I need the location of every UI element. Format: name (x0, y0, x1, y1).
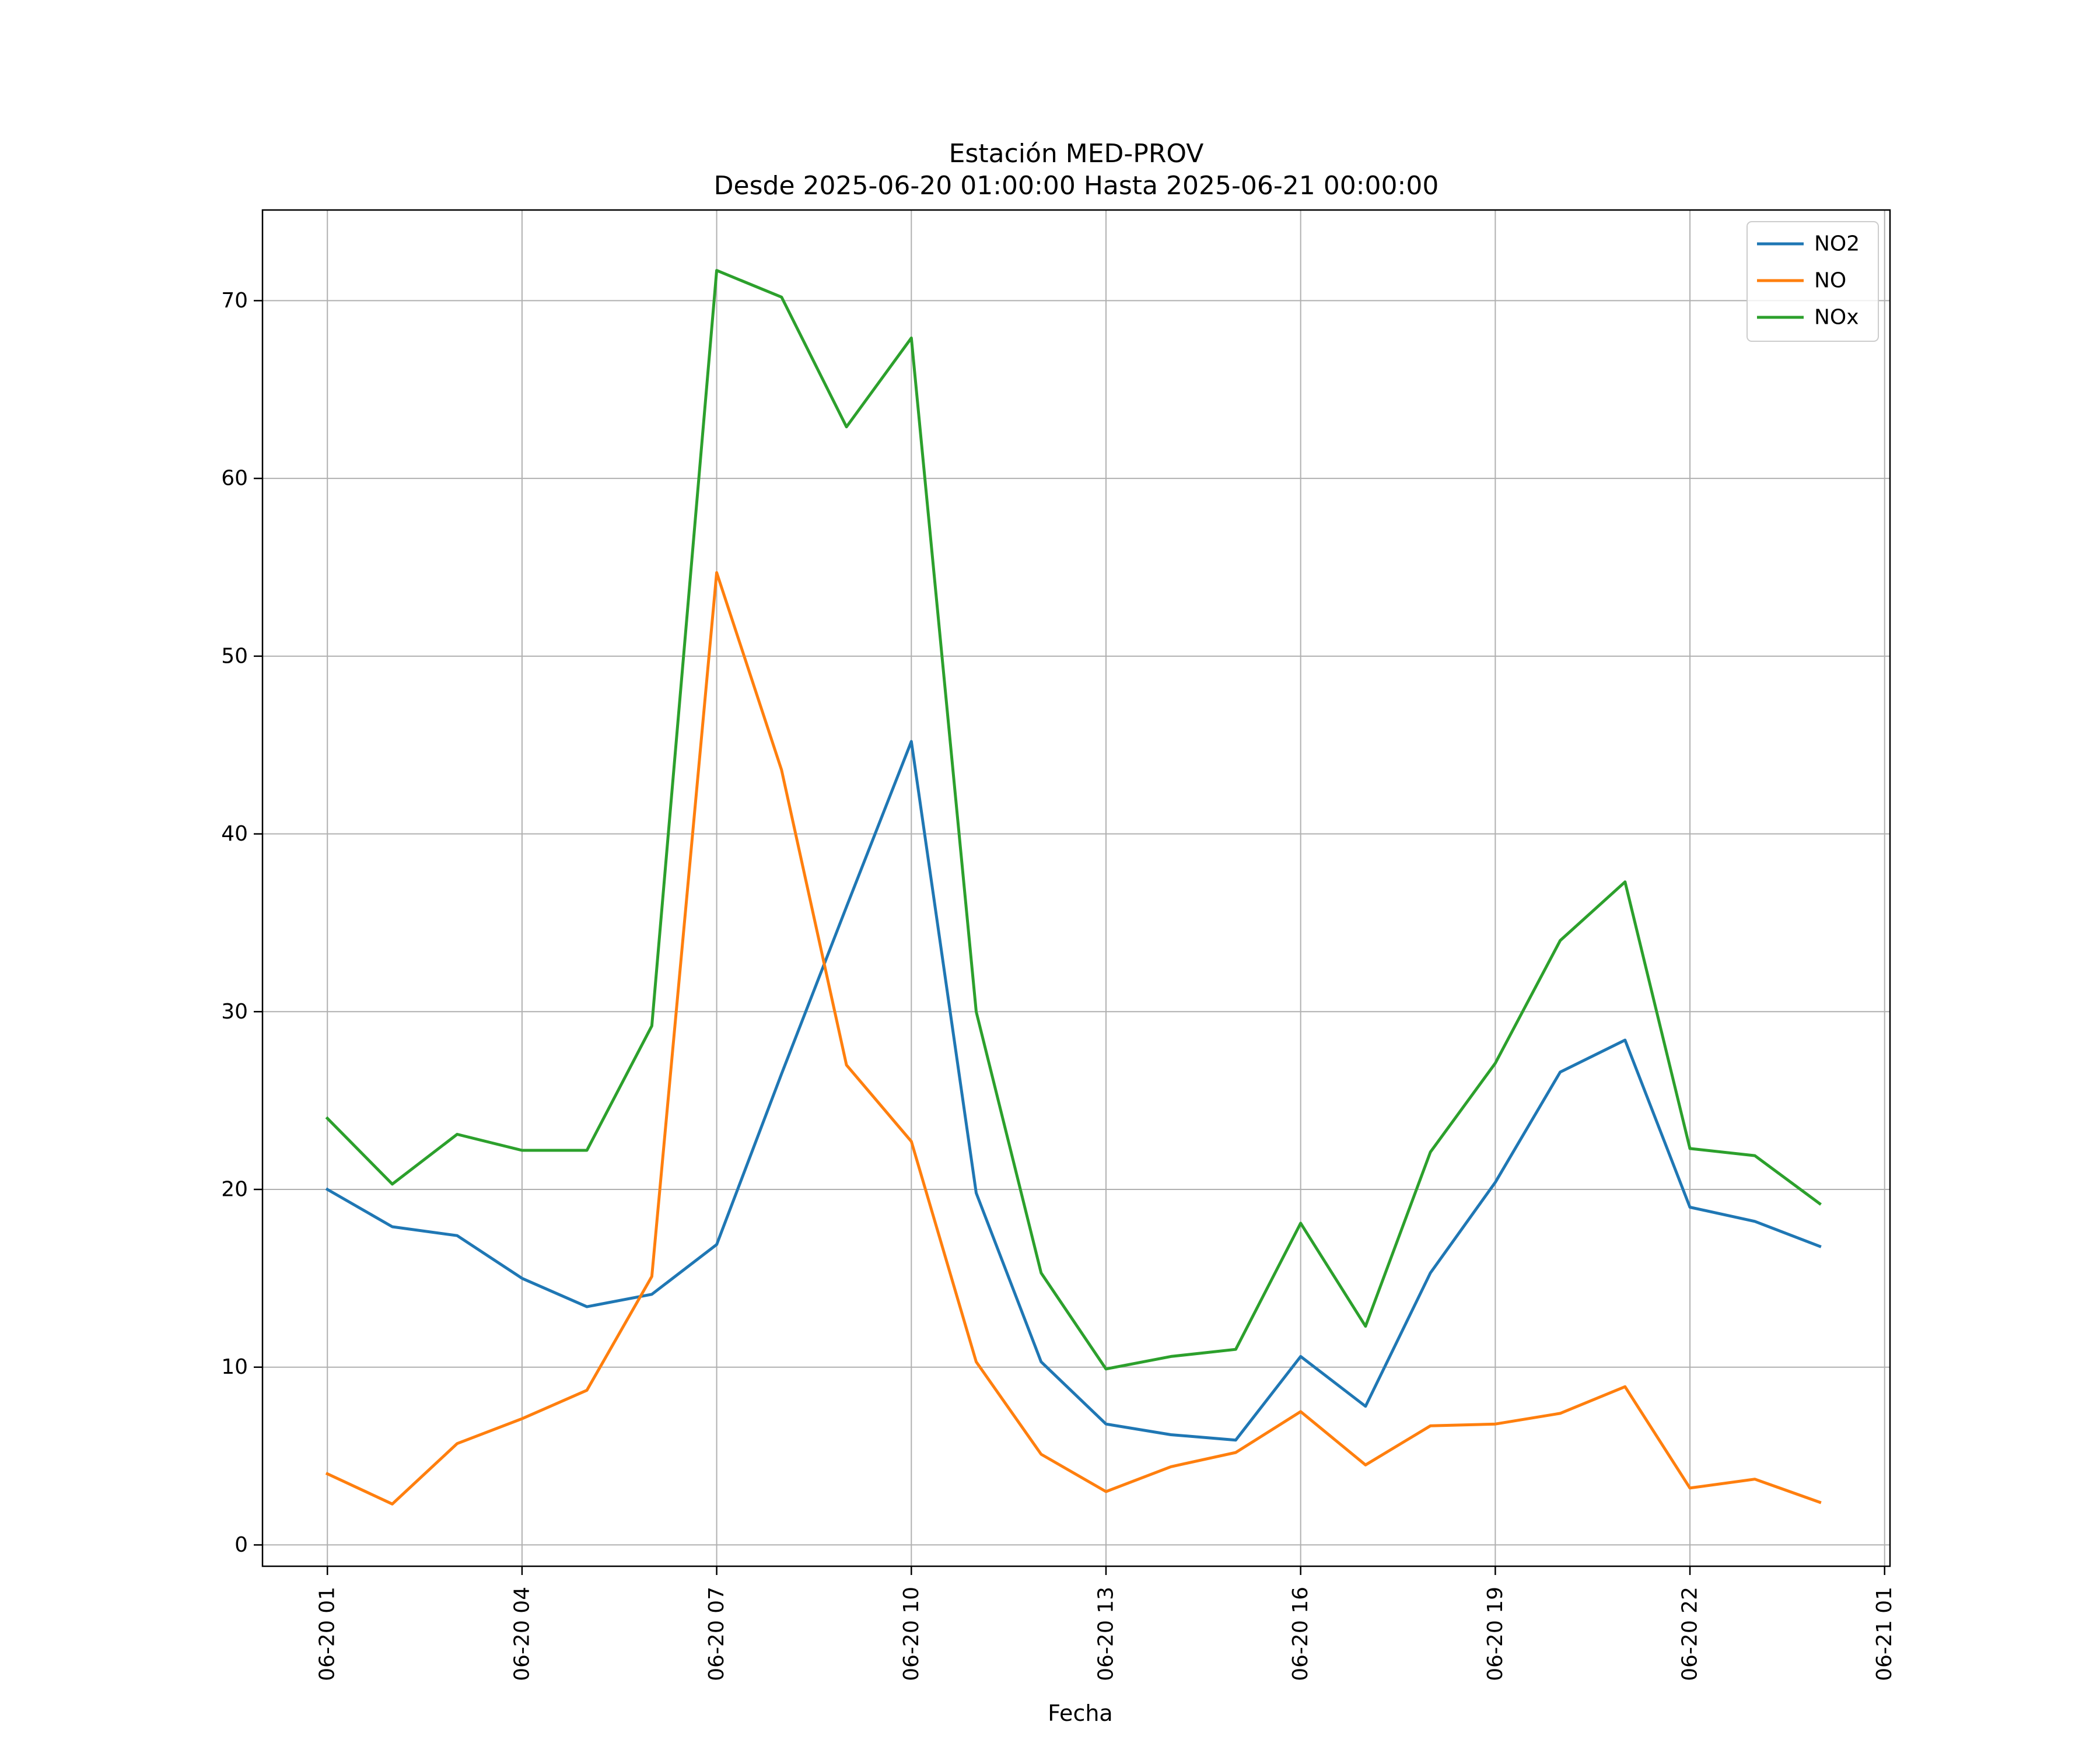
series-line-no2 (325, 740, 1822, 1442)
y-tick-label: 10 (221, 1355, 248, 1379)
x-tick-label: 06-20 07 (705, 1587, 729, 1681)
x-tick-label: 06-20 04 (510, 1587, 534, 1681)
y-tick-label: 0 (235, 1533, 248, 1557)
x-tick-label: 06-21 01 (1873, 1587, 1896, 1681)
x-tick-label: 06-20 16 (1289, 1587, 1312, 1681)
y-tick-label: 60 (221, 467, 248, 491)
y-tick-label: 40 (221, 822, 248, 846)
y-tick-label: 20 (221, 1177, 248, 1201)
legend: NO2 NO NOx (1746, 221, 1879, 342)
x-tick-label: 06-20 13 (1094, 1587, 1118, 1681)
x-tick-label: 06-20 19 (1483, 1587, 1507, 1681)
chart-subtitle: Desde 2025-06-20 01:00:00 Hasta 2025-06-… (714, 171, 1439, 201)
plot-frame (261, 209, 1891, 1567)
legend-label-nox: NOx (1814, 306, 1859, 330)
legend-label-no: NO (1814, 269, 1846, 293)
grid-lines (262, 210, 1890, 1566)
x-tick-label: 06-20 01 (316, 1587, 340, 1681)
axis-ticks: 06-20 01 06-20 04 06-20 07 06-20 10 06-20 13… (221, 289, 1896, 1681)
y-tick-label: 30 (221, 1000, 248, 1024)
series-line-nox (325, 269, 1822, 1371)
legend-box (1746, 221, 1879, 342)
x-tick-label: 06-20 22 (1678, 1587, 1702, 1681)
y-tick-label: 50 (221, 644, 248, 668)
series-line-no (325, 571, 1822, 1506)
x-tick-label: 06-20 10 (900, 1587, 923, 1681)
y-tick-label: 70 (221, 289, 248, 313)
x-axis-label: Fecha (1048, 1700, 1112, 1726)
legend-label-no2: NO2 (1814, 232, 1860, 256)
series-lines (325, 269, 1822, 1506)
chart-title: Estación MED-PROV (949, 139, 1204, 169)
